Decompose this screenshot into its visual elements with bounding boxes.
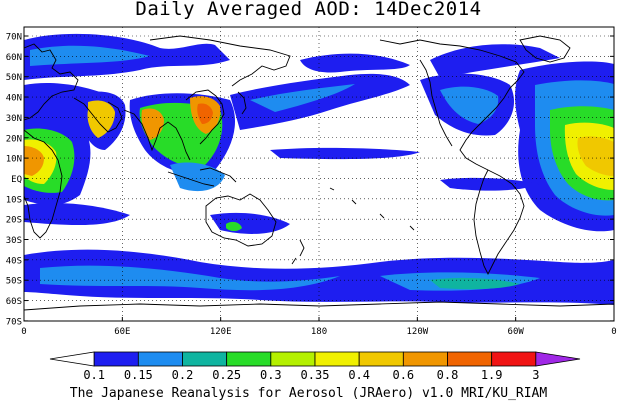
colorbar-swatch xyxy=(182,351,228,367)
colorbar-swatch-low xyxy=(49,351,95,367)
lat-label: 60S xyxy=(6,297,22,307)
coast-na-west xyxy=(419,59,453,147)
lat-label: 10S xyxy=(6,195,22,205)
colorbar-label: 3 xyxy=(532,368,539,382)
latitude-labels: 70N 60N 50N 40N 30N 20N 10N EQ 10S 20S 30S 40S 50S 60… xyxy=(6,33,614,327)
lat-label: 10N xyxy=(6,155,22,165)
colorbar-label: 0.4 xyxy=(348,368,370,382)
coast-new-zealand xyxy=(291,239,305,265)
lat-label: 70S xyxy=(6,317,22,327)
colorbar-swatch-high xyxy=(535,351,581,367)
lon-label: 0 xyxy=(21,327,26,337)
coast-north-america xyxy=(379,39,525,171)
aod-china-peak xyxy=(197,103,213,124)
coast-japan xyxy=(237,91,247,115)
gridlines xyxy=(24,27,614,322)
aod-field xyxy=(24,33,614,305)
coast-europe-africa xyxy=(24,43,79,239)
aod-southern-ocean-4 xyxy=(430,277,520,290)
aod-southern-ocean xyxy=(24,249,614,305)
colorbar-swatch xyxy=(270,351,316,367)
aod-pacific-plume-2 xyxy=(250,84,355,112)
colorbar-swatch xyxy=(314,351,360,367)
aod-atlantic-plume-5 xyxy=(577,136,614,176)
aod-southern-ocean-2 xyxy=(40,265,340,291)
lat-label: 20S xyxy=(6,216,22,226)
aod-west-africa-4 xyxy=(24,146,44,176)
lat-label: 40N xyxy=(6,94,22,104)
lat-label: 30S xyxy=(6,236,22,246)
lat-label: 60N xyxy=(6,53,22,63)
lon-label: 120E xyxy=(210,327,232,337)
aod-pacific-plume xyxy=(230,73,410,130)
aod-north-atlantic-inner xyxy=(30,45,150,66)
lon-label: 60E xyxy=(114,327,130,337)
aod-australia-dot xyxy=(226,221,242,231)
colorbar-label: 0.25 xyxy=(212,368,241,382)
lat-label: 20N xyxy=(6,134,22,144)
coast-india xyxy=(123,109,191,161)
aod-se-asia-tail xyxy=(170,162,225,192)
lat-label: EQ xyxy=(11,175,22,185)
coastlines xyxy=(24,35,614,311)
lat-label: 30N xyxy=(6,114,22,124)
colorbar-swatch xyxy=(137,351,183,367)
colorbar-label: 0.35 xyxy=(301,368,330,382)
colorbar-label: 0.6 xyxy=(392,368,414,382)
colorbar-label: 0.15 xyxy=(124,368,153,382)
colorbar-swatch xyxy=(447,351,493,367)
aod-pacific-arc xyxy=(300,53,410,73)
colorbar: 0.1 0.15 0.2 0.25 0.3 0.35 0.4 0.6 0.8 1.9 3 xyxy=(49,351,581,382)
aod-arabia-2 xyxy=(87,100,115,138)
longitude-labels: 0 60E 120E 180 120W 60W 0 xyxy=(21,317,617,337)
lon-label: 120W xyxy=(406,327,428,337)
coast-arabia xyxy=(73,97,123,133)
coast-east-asia xyxy=(149,35,291,87)
aod-greenland-band xyxy=(430,44,560,78)
colorbar-swatch xyxy=(226,351,272,367)
colorbar-swatch xyxy=(93,351,139,367)
colorbar-swatch xyxy=(491,351,537,367)
lon-label: 180 xyxy=(311,327,327,337)
coast-australia xyxy=(205,193,277,247)
coast-pacific-islands xyxy=(329,187,415,231)
colorbar-label: 1.9 xyxy=(481,368,503,382)
lat-label: 40S xyxy=(6,256,22,266)
coast-greenland xyxy=(519,35,571,63)
colorbar-label: 0.1 xyxy=(83,368,105,382)
colorbar-label: 0.8 xyxy=(437,368,459,382)
footer-credit: The Japanese Reanalysis for Aerosol (JRA… xyxy=(69,386,548,401)
colorbar-swatch xyxy=(358,351,404,367)
coast-indonesia xyxy=(167,167,237,187)
aod-s-indian-band xyxy=(24,203,130,226)
coast-antarctica xyxy=(24,301,614,311)
lat-label: 70N xyxy=(6,33,22,43)
aod-north-america-2 xyxy=(440,86,499,124)
coast-china xyxy=(185,89,225,145)
coast-south-america xyxy=(473,169,525,276)
lat-label: 50S xyxy=(6,277,22,287)
colorbar-swatch xyxy=(402,351,448,367)
aod-eq-pacific-strip xyxy=(270,147,420,160)
colorbar-label: 0.3 xyxy=(260,368,282,382)
map-title: Daily Averaged AOD: 14Dec2014 xyxy=(135,0,482,20)
lat-label: 50N xyxy=(6,73,22,83)
lon-label: 0 xyxy=(611,327,616,337)
colorbar-label: 0.2 xyxy=(172,368,194,382)
lon-label: 60W xyxy=(508,327,525,337)
